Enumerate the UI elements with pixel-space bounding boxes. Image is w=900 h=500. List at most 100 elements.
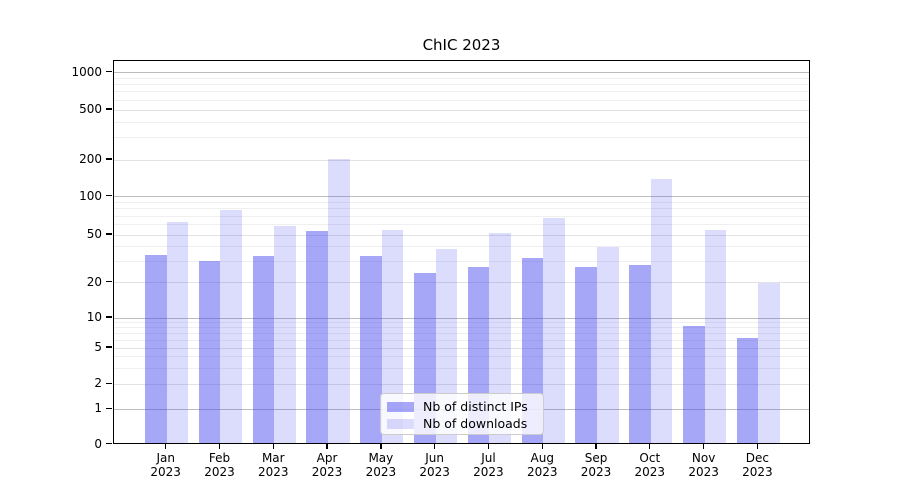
gridline-60: [114, 224, 809, 226]
x-tick-label-mar: Mar 2023: [245, 451, 301, 479]
legend: Nb of distinct IPs Nb of downloads: [380, 393, 544, 435]
x-tick-label-may: May 2023: [353, 451, 409, 479]
x-tick-mark-aug: [541, 444, 543, 449]
bar-downloads-may: [381, 229, 404, 443]
y-tick-mark-1000: [106, 71, 112, 73]
y-tick-label-100: 100: [79, 188, 102, 203]
bar-distinct-ips-feb: [198, 261, 221, 443]
x-tick-mark-jan: [165, 444, 167, 449]
x-tick-label-feb: Feb 2023: [191, 451, 247, 479]
x-tick-mark-dec: [756, 444, 759, 449]
x-tick-month: Jun: [425, 451, 445, 465]
bar-downloads-oct: [650, 179, 673, 443]
x-tick-month: Dec: [745, 451, 769, 465]
y-tick-label-1: 1: [94, 401, 102, 416]
y-tick-mark-2: [106, 382, 112, 384]
bar-distinct-ips-oct: [629, 264, 651, 443]
x-tick-year: 2023: [204, 465, 235, 479]
bar-distinct-ips-mar: [252, 256, 275, 443]
y-tick-mark-20: [106, 280, 112, 283]
bar-distinct-ips-jan: [145, 254, 167, 443]
legend-swatch-distinct-ips: [387, 401, 414, 412]
y-tick-label-500: 500: [79, 102, 102, 116]
x-tick-mark-feb: [218, 444, 221, 449]
bar-distinct-ips-may: [360, 256, 382, 443]
gridline-7: [114, 332, 809, 334]
x-tick-label-jul: Jul 2023: [460, 451, 516, 479]
y-tick-label-50: 50: [86, 227, 102, 241]
y-tick-mark-500: [106, 108, 112, 110]
y-tick-mark-5: [106, 346, 112, 348]
legend-entry-distinct-ips: Nb of distinct IPs: [387, 398, 537, 415]
gridline-40: [114, 246, 809, 248]
bar-downloads-apr: [328, 158, 350, 443]
gridline-200: [114, 159, 809, 161]
y-tick-mark-100: [106, 194, 112, 197]
y-tick-label-1000: 1000: [71, 64, 102, 79]
bar-downloads-feb: [220, 209, 243, 443]
gridline-80: [114, 208, 809, 210]
y-tick-label-0: 0: [94, 436, 102, 451]
gridline-10: [114, 317, 809, 319]
x-tick-label-dec: Dec 2023: [729, 451, 785, 479]
x-tick-month: Jul: [481, 451, 496, 465]
x-tick-year: 2023: [634, 465, 666, 479]
x-tick-month: Feb: [208, 451, 231, 465]
y-tick-mark-1: [106, 407, 112, 409]
gridline-700: [114, 91, 809, 93]
x-tick-label-sep: Sep 2023: [568, 451, 624, 479]
bar-downloads-nov: [704, 229, 727, 443]
bar-distinct-ips-sep: [575, 266, 597, 443]
bar-downloads-sep: [597, 247, 619, 443]
gridline-3: [114, 367, 809, 369]
bar-distinct-ips-nov: [683, 325, 705, 443]
x-tick-month: Apr: [316, 451, 338, 465]
x-tick-year: 2023: [473, 465, 504, 479]
bar-downloads-dec: [758, 283, 780, 443]
x-tick-mark-jul: [487, 444, 490, 449]
gridline-8: [114, 327, 809, 329]
x-tick-month: Sep: [584, 451, 608, 465]
gridline-20: [114, 282, 809, 283]
x-tick-year: 2023: [311, 465, 343, 479]
gridline-400: [114, 121, 809, 123]
x-tick-year: 2023: [365, 465, 397, 479]
gridline-90: [114, 201, 809, 203]
x-tick-year: 2023: [150, 465, 181, 479]
y-tick-mark-0: [106, 442, 112, 445]
gridline-2: [114, 383, 809, 385]
y-tick-label-200: 200: [79, 152, 102, 166]
x-tick-label-aug: Aug 2023: [514, 451, 570, 479]
legend-label-distinct-ips: Nb of distinct IPs: [423, 398, 528, 414]
gridline-6: [114, 339, 809, 341]
gridline-600: [114, 99, 809, 101]
gridline-800: [114, 84, 809, 86]
y-tick-mark-50: [106, 233, 112, 235]
bar-downloads-mar: [274, 225, 296, 443]
bar-downloads-aug: [543, 217, 565, 443]
x-tick-month: May: [368, 451, 394, 465]
gridline-1000: [114, 72, 809, 74]
x-tick-year: 2023: [526, 465, 558, 479]
x-tick-mark-may: [380, 444, 382, 449]
gridline-30: [114, 260, 809, 262]
x-tick-year: 2023: [742, 465, 773, 479]
y-tick-label-20: 20: [86, 274, 102, 289]
x-tick-year: 2023: [257, 465, 289, 479]
gridline-500: [114, 109, 809, 111]
x-tick-month: Oct: [639, 451, 661, 465]
y-tick-label-2: 2: [94, 376, 102, 391]
x-tick-mark-mar: [272, 444, 274, 449]
x-tick-label-nov: Nov 2023: [676, 451, 732, 479]
x-tick-mark-nov: [702, 444, 705, 449]
x-tick-year: 2023: [419, 465, 450, 479]
bar-downloads-jul: [489, 233, 512, 443]
chart-title: ChIC 2023: [422, 36, 501, 54]
legend-swatch-downloads: [387, 418, 414, 429]
legend-entry-downloads: Nb of downloads: [387, 415, 537, 432]
x-tick-mark-sep: [595, 444, 597, 449]
gridline-50: [114, 234, 809, 236]
gridline-300: [114, 137, 809, 139]
gridline-70: [114, 215, 809, 217]
